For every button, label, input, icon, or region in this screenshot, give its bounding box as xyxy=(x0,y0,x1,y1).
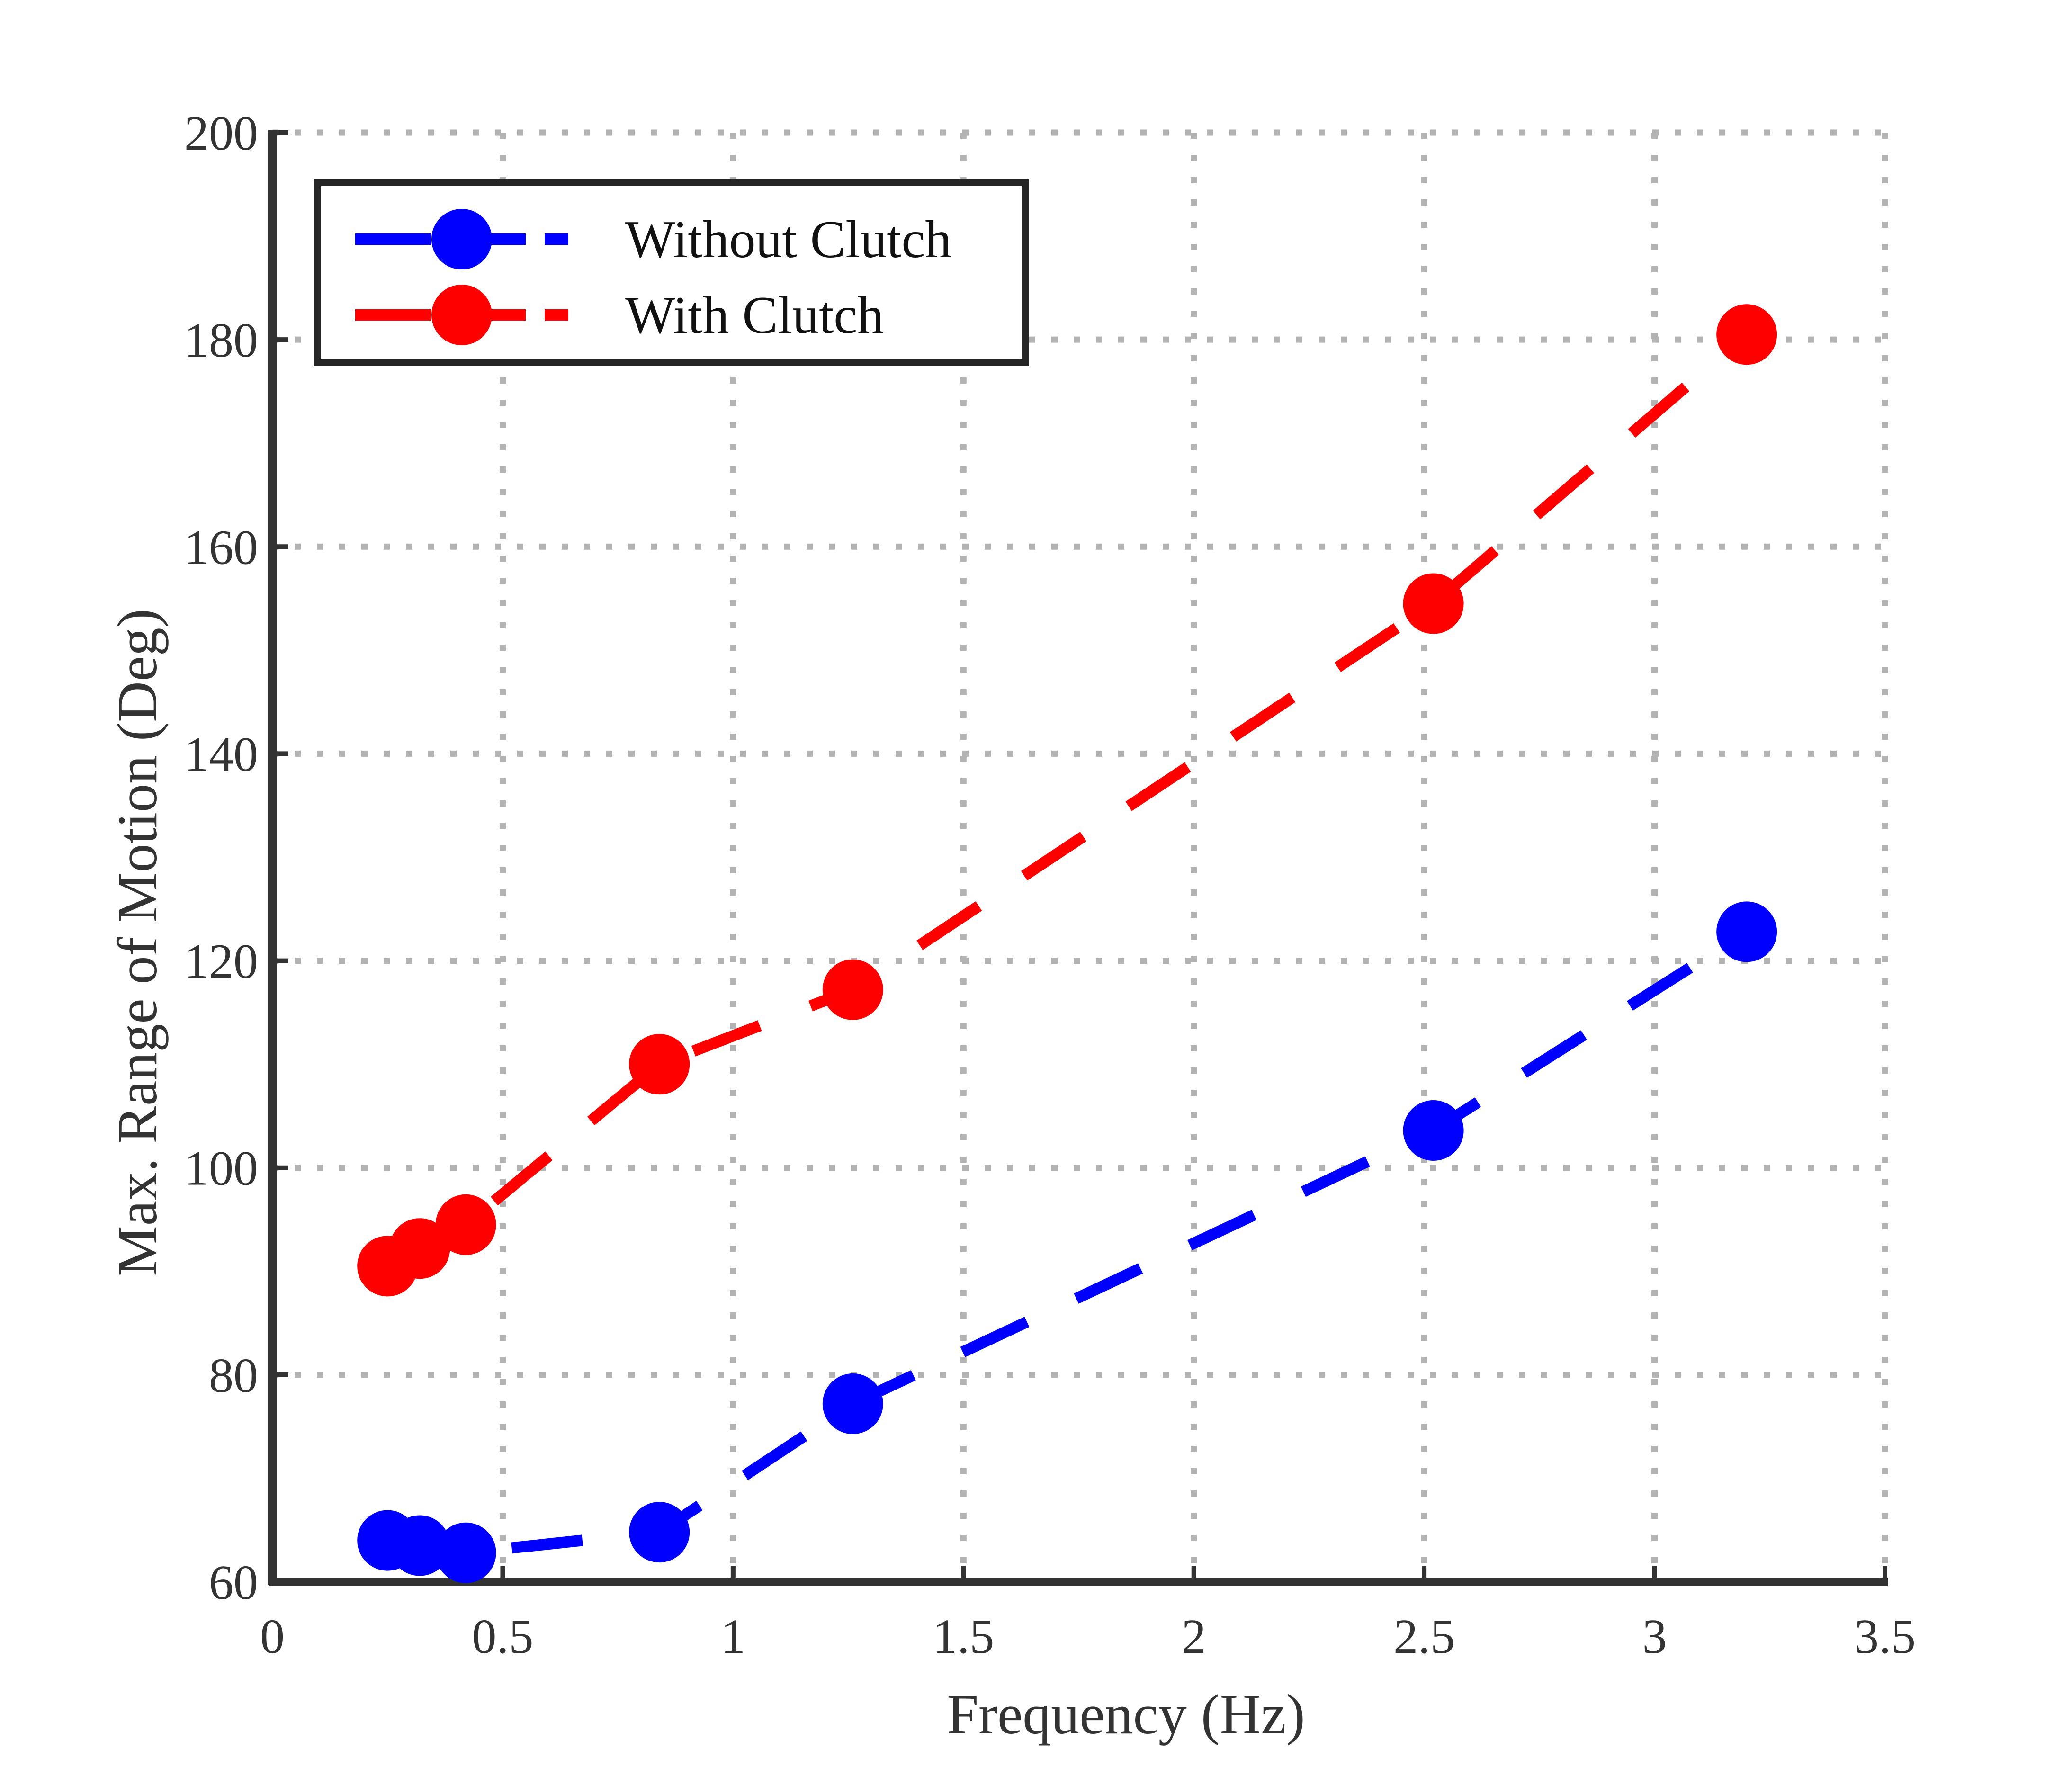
data-point xyxy=(822,959,883,1020)
tick-labels: 0 0.5 1 1.5 2 2.5 3 3.5 60 80 100 120 140 160 180 200 xyxy=(184,106,1916,1664)
y-tick-label: 80 xyxy=(209,1348,258,1403)
data-point xyxy=(1403,1100,1464,1161)
x-tick-label: 3.5 xyxy=(1854,1609,1916,1664)
y-tick-label: 140 xyxy=(184,727,258,781)
legend-swatch-marker xyxy=(431,209,492,269)
x-axis-title: Frequency (Hz) xyxy=(947,1683,1305,1746)
data-point xyxy=(435,1522,496,1583)
axes xyxy=(268,130,1888,1586)
x-tick-label: 0.5 xyxy=(472,1609,533,1664)
data-point xyxy=(822,1373,883,1435)
legend-label: With Clutch xyxy=(625,286,884,345)
data-point xyxy=(629,1502,690,1563)
legend-label: Without Clutch xyxy=(625,210,951,269)
x-tick-label: 1.5 xyxy=(933,1609,994,1664)
data-point xyxy=(629,1034,690,1095)
x-tick-label: 3 xyxy=(1642,1609,1667,1664)
data-point xyxy=(389,1515,450,1576)
data-point xyxy=(435,1194,496,1255)
legend-box xyxy=(314,179,1029,366)
y-tick-label: 100 xyxy=(184,1141,258,1196)
y-tick-label: 60 xyxy=(209,1555,258,1610)
y-tick-label: 120 xyxy=(184,934,258,989)
y-tick-label: 200 xyxy=(184,106,258,161)
legend-swatch-marker xyxy=(431,285,492,345)
data-point xyxy=(1403,573,1464,634)
y-tick-label: 180 xyxy=(184,313,258,368)
y-axis-title: Max. Range of Motion (Deg) xyxy=(106,609,169,1276)
data-point xyxy=(1716,901,1777,962)
series-line xyxy=(385,330,1750,1271)
x-tick-label: 2.5 xyxy=(1393,1609,1455,1664)
series-line xyxy=(386,927,1750,1559)
legend: Without Clutch With Clutch xyxy=(314,179,1029,366)
y-tick-label: 160 xyxy=(184,520,258,574)
data-series xyxy=(357,304,1777,1583)
x-tick-label: 0 xyxy=(260,1609,285,1664)
data-point xyxy=(1716,304,1777,365)
x-tick-label: 1 xyxy=(721,1609,745,1664)
x-tick-label: 2 xyxy=(1182,1609,1206,1664)
data-point xyxy=(389,1218,450,1279)
series-1 xyxy=(357,304,1777,1297)
series-0 xyxy=(357,901,1777,1583)
